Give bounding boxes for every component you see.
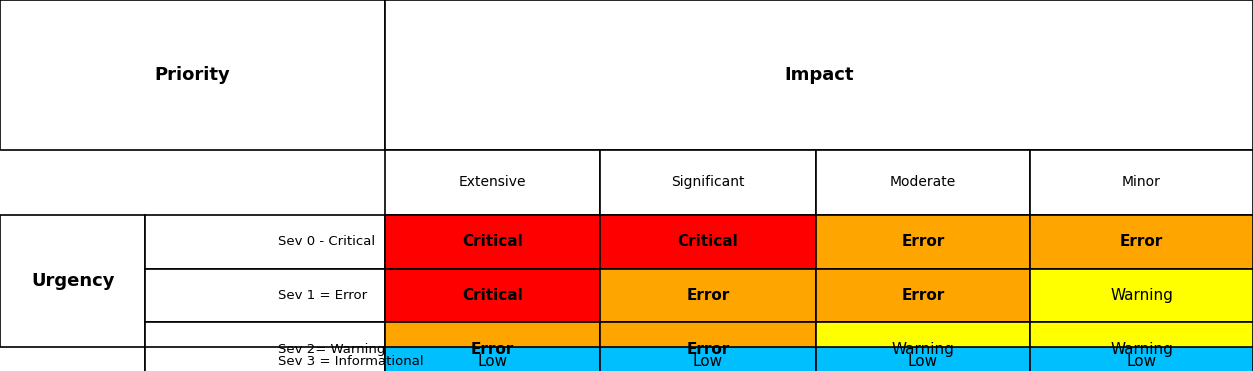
Bar: [816, 347, 1030, 371]
Text: Critical: Critical: [678, 234, 738, 249]
Text: Extensive: Extensive: [459, 175, 526, 189]
Text: Warning: Warning: [891, 342, 955, 357]
Text: Low: Low: [907, 354, 938, 369]
Bar: [600, 215, 816, 269]
Text: Critical: Critical: [462, 288, 523, 303]
Text: Sev 1 = Error: Sev 1 = Error: [278, 289, 367, 302]
Text: Warning: Warning: [1110, 342, 1173, 357]
Bar: [385, 0, 1253, 150]
Bar: [145, 269, 385, 322]
Bar: [0, 215, 145, 347]
Text: Sev 0 - Critical: Sev 0 - Critical: [278, 235, 375, 248]
Bar: [1030, 150, 1253, 215]
Bar: [600, 150, 816, 215]
Bar: [1030, 269, 1253, 322]
Text: Low: Low: [1126, 354, 1157, 369]
Bar: [1030, 215, 1253, 269]
Text: Warning: Warning: [1110, 288, 1173, 303]
Text: Significant: Significant: [672, 175, 744, 189]
Bar: [385, 215, 600, 269]
Bar: [385, 347, 600, 371]
Text: Sev 3 = Informational: Sev 3 = Informational: [278, 355, 424, 368]
Bar: [816, 150, 1030, 215]
Text: Low: Low: [693, 354, 723, 369]
Bar: [816, 215, 1030, 269]
Bar: [0, 0, 385, 150]
Text: Error: Error: [687, 288, 729, 303]
Bar: [385, 322, 600, 371]
Bar: [385, 150, 600, 215]
Bar: [816, 269, 1030, 322]
Text: Error: Error: [901, 288, 945, 303]
Bar: [145, 347, 385, 371]
Text: Impact: Impact: [784, 66, 853, 84]
Text: Moderate: Moderate: [890, 175, 956, 189]
Bar: [145, 322, 385, 371]
Text: Critical: Critical: [462, 234, 523, 249]
Text: Error: Error: [901, 234, 945, 249]
Bar: [600, 347, 816, 371]
Text: Error: Error: [1120, 234, 1163, 249]
Bar: [816, 322, 1030, 371]
Bar: [1030, 322, 1253, 371]
Text: Error: Error: [687, 342, 729, 357]
Text: Urgency: Urgency: [31, 272, 114, 290]
Text: Minor: Minor: [1121, 175, 1162, 189]
Text: Error: Error: [471, 342, 514, 357]
Text: Sev 2= Warning: Sev 2= Warning: [278, 343, 385, 356]
Bar: [600, 322, 816, 371]
Bar: [1030, 347, 1253, 371]
Bar: [385, 269, 600, 322]
Bar: [600, 269, 816, 322]
Text: Priority: Priority: [154, 66, 231, 84]
Bar: [145, 215, 385, 269]
Text: Low: Low: [477, 354, 507, 369]
